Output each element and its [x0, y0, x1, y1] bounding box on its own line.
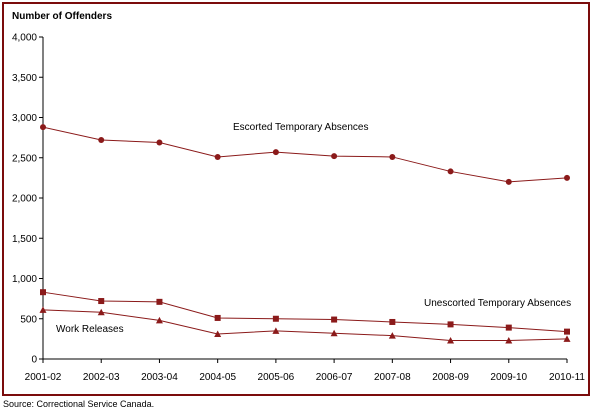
- source-note: Source: Correctional Service Canada.: [3, 399, 154, 409]
- series-label-escorted: Escorted Temporary Absences: [233, 122, 368, 133]
- x-tick-label: 2009-10: [490, 372, 527, 383]
- data-point-square: [564, 328, 570, 335]
- data-point-square: [447, 321, 454, 328]
- data-point-circle: [564, 174, 570, 181]
- data-point-square: [505, 324, 512, 331]
- y-tick-label: 4,000: [12, 33, 37, 44]
- y-tick-label: 0: [31, 355, 37, 366]
- source-note-area: Source: Correctional Service Canada.: [3, 399, 154, 409]
- x-tick-label: 2002-03: [83, 372, 120, 383]
- data-point-triangle: [214, 330, 222, 338]
- y-tick-label: 500: [20, 314, 37, 325]
- series-label-unescorted: Unescorted Temporary Absences: [424, 298, 571, 309]
- data-point-triangle: [563, 335, 571, 342]
- data-point-triangle: [388, 332, 396, 339]
- y-axis-ticks: 0 500 1,000 1,500 2,000 2,500 3,000 3,500 4,000: [12, 33, 43, 366]
- x-tick-label: 2006-07: [316, 372, 353, 383]
- data-point-square: [214, 314, 221, 321]
- data-point-triangle: [447, 336, 455, 344]
- x-tick-label: 2001-02: [25, 372, 62, 383]
- series-label-work-releases: Work Releases: [56, 324, 124, 335]
- y-tick-label: 3,500: [12, 73, 37, 84]
- data-point-triangle: [330, 329, 338, 337]
- data-point-circle: [505, 178, 512, 185]
- data-point-circle: [389, 153, 396, 160]
- data-point-square: [272, 315, 279, 322]
- series-line-circle: [42, 126, 568, 183]
- y-tick-label: 2,000: [12, 194, 37, 205]
- data-point-square: [331, 316, 338, 323]
- data-point-square: [40, 289, 46, 296]
- data-point-circle: [331, 153, 338, 160]
- data-point-circle: [98, 137, 105, 144]
- data-point-square: [389, 318, 396, 325]
- x-tick-label: 2004-05: [199, 372, 236, 383]
- x-tick-label: 2008-09: [432, 372, 469, 383]
- x-tick-label: 2010-11: [549, 372, 585, 383]
- chart-frame: [2, 2, 590, 396]
- data-point-square: [98, 298, 105, 305]
- x-tick-label: 2003-04: [141, 372, 178, 383]
- data-point-circle: [156, 139, 163, 146]
- y-axis-title: Number of Offenders: [12, 11, 112, 22]
- series-lines: [42, 126, 568, 341]
- data-point-triangle: [155, 316, 163, 324]
- data-point-circle: [447, 168, 454, 175]
- y-tick-label: 2,500: [12, 153, 37, 164]
- data-point-triangle: [97, 308, 105, 316]
- data-point-square: [156, 298, 163, 305]
- x-axis-ticks: 2001-02 2002-03 2003-04 2004-05 2005-06 2006-…: [25, 359, 585, 383]
- x-tick-label: 2005-06: [258, 372, 295, 383]
- series-markers: [39, 124, 571, 344]
- x-tick-label: 2007-08: [374, 372, 411, 383]
- data-point-triangle: [272, 327, 280, 334]
- y-tick-label: 1,500: [12, 234, 37, 245]
- series-line-square: [42, 291, 568, 333]
- y-tick-label: 3,000: [12, 113, 37, 124]
- data-point-triangle: [39, 306, 47, 313]
- data-point-circle: [214, 153, 221, 160]
- y-tick-label: 1,000: [12, 274, 37, 285]
- series-line-triangle: [42, 309, 568, 341]
- data-point-circle: [272, 149, 279, 156]
- data-point-triangle: [505, 336, 513, 344]
- data-point-circle: [40, 124, 46, 131]
